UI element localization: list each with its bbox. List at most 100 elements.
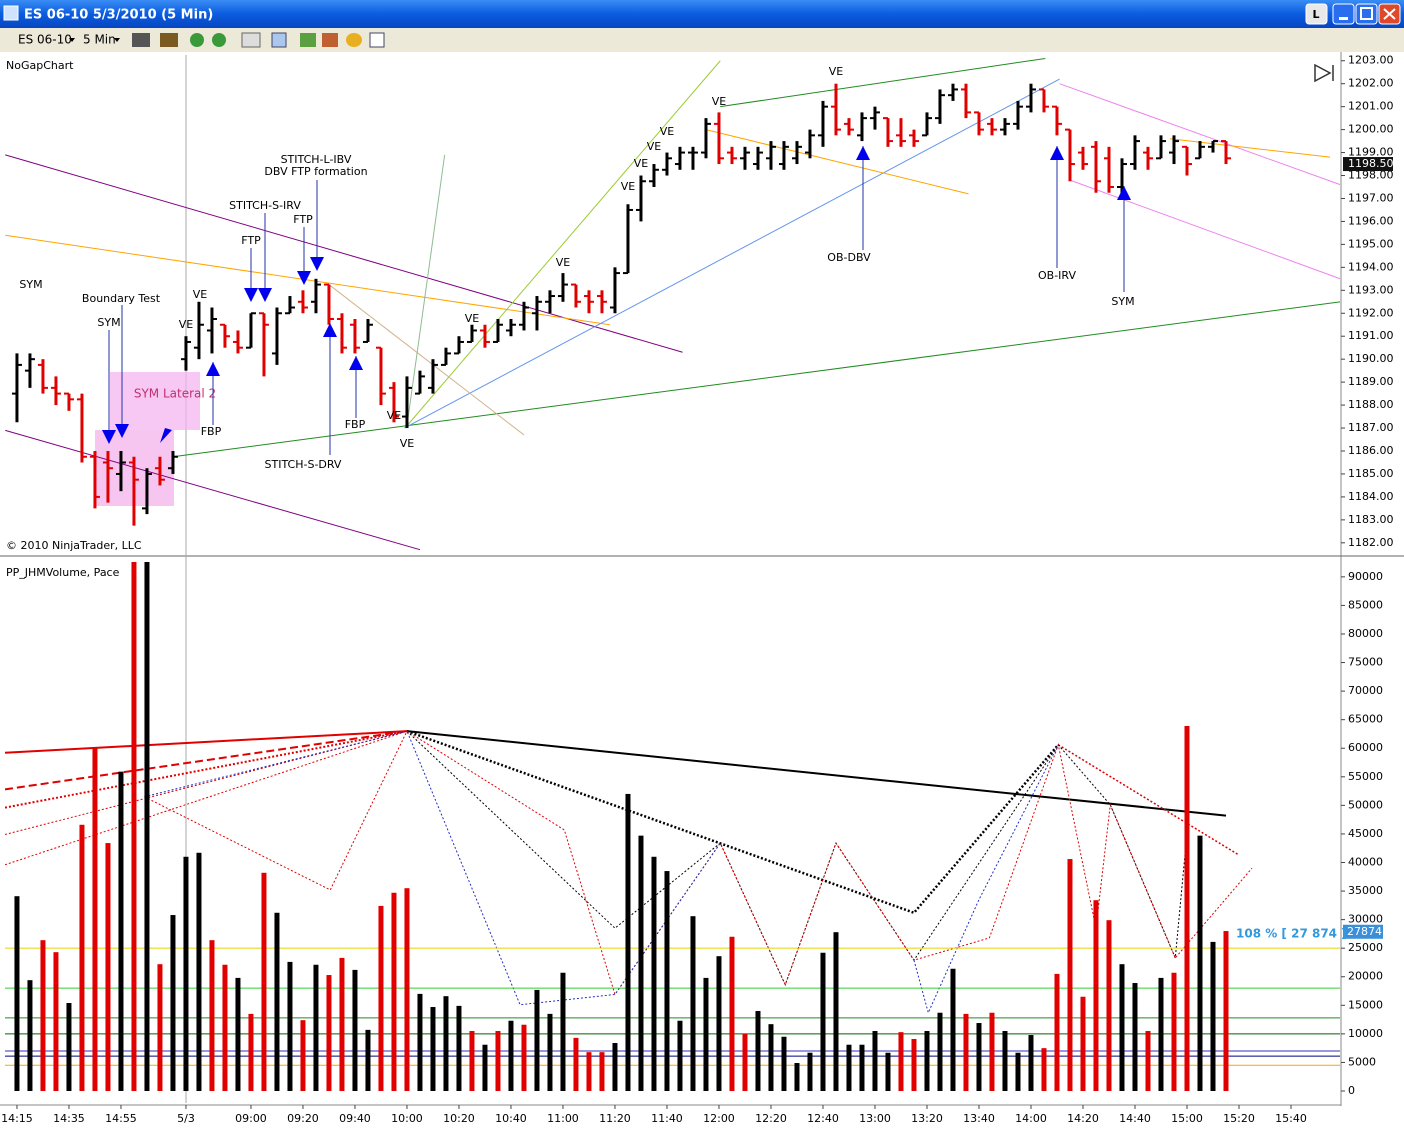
properties-button[interactable]: [271, 32, 287, 48]
x-tick-label: 11:00: [547, 1112, 579, 1125]
minimize-button[interactable]: [1332, 3, 1355, 25]
x-tick-label: 10:20: [443, 1112, 475, 1125]
annotation: VE: [621, 180, 636, 193]
volume-bar: [820, 952, 826, 1092]
y-tick-label: 1183.00: [1348, 513, 1394, 526]
annotation: SYM: [1111, 295, 1134, 308]
annotation: STITCH-S-DRV: [265, 458, 342, 471]
y-tick-label: 1187.00: [1348, 421, 1394, 434]
volume-bar: [599, 1052, 605, 1092]
zoom-out-button[interactable]: [212, 33, 226, 47]
bar-type-button[interactable]: [132, 33, 150, 47]
instrument-selector[interactable]: ES 06-10: [18, 33, 72, 47]
x-tick-label: 09:40: [339, 1112, 371, 1125]
arrow-up: [1117, 186, 1131, 200]
y-tick-label: 1202.00: [1348, 77, 1394, 90]
trend-line: [172, 301, 1340, 458]
arrow-down: [115, 424, 129, 438]
volume-bar: [664, 871, 670, 1092]
y-tick-label: 40000: [1348, 855, 1383, 868]
restore-button[interactable]: [1305, 3, 1328, 25]
cursor-button[interactable]: [241, 32, 261, 48]
trend-line: [144, 730, 1253, 996]
volume-bar: [430, 1007, 436, 1092]
volume-bar: [703, 977, 709, 1092]
draw-button[interactable]: [160, 33, 178, 47]
volume-bar: [261, 872, 267, 1092]
zoom-in-button[interactable]: [190, 33, 204, 47]
trend-line: [404, 78, 1060, 429]
annotation: STITCH-L-IBV: [281, 153, 352, 166]
x-tick-label: 5/3: [177, 1112, 195, 1125]
y-tick-label: 90000: [1348, 570, 1383, 583]
indicator-button[interactable]: [322, 33, 338, 47]
y-tick-label: 1195.00: [1348, 237, 1394, 250]
app-icon: [3, 5, 19, 21]
data-box-button[interactable]: [369, 32, 385, 48]
orders-button[interactable]: [346, 33, 362, 47]
volume-plot: [5, 562, 1340, 1092]
volume-bar: [313, 964, 319, 1092]
trend-line: [1170, 138, 1331, 158]
y-tick-label: 60000: [1348, 741, 1383, 754]
volume-bar: [898, 1032, 904, 1092]
volume-bar: [287, 961, 293, 1092]
x-tick-label: 11:20: [599, 1112, 631, 1125]
y-tick-label: 85000: [1348, 598, 1383, 611]
pace-label: 108 % [ 27 874 ]: [1236, 926, 1347, 940]
annotation: VE: [387, 409, 402, 422]
volume-bar: [1119, 964, 1125, 1092]
volume-bar: [495, 1031, 501, 1092]
annotation: SYM: [97, 316, 120, 329]
trend-line: [406, 60, 721, 427]
annotation: OB-DBV: [827, 251, 871, 264]
x-tick-label: 14:15: [1, 1112, 33, 1125]
volume-bar: [651, 856, 657, 1092]
annotation: VE: [660, 125, 675, 138]
arrow-up: [349, 356, 363, 370]
volume-bar: [547, 1013, 553, 1092]
volume-bar: [235, 977, 241, 1092]
restore-button-label[interactable]: L: [1312, 8, 1319, 21]
volume-bar: [53, 952, 59, 1092]
trend-line: [5, 154, 683, 353]
y-tick-label: 1201.00: [1348, 100, 1394, 113]
title-bar: [0, 0, 1404, 28]
volume-bar: [79, 824, 85, 1092]
volume-bar: [14, 896, 20, 1092]
volume-bar: [1067, 859, 1073, 1092]
volume-bar: [157, 964, 163, 1092]
volume-bar: [638, 835, 644, 1092]
y-tick-label: 25000: [1348, 941, 1383, 954]
minimize-icon: [1339, 17, 1348, 20]
close-icon: [1383, 8, 1396, 20]
y-tick-label: 1192.00: [1348, 306, 1394, 319]
x-tick-label: 14:00: [1015, 1112, 1047, 1125]
y-tick-label: 30000: [1348, 913, 1383, 926]
x-tick-label: 13:00: [859, 1112, 891, 1125]
volume-bar: [989, 1012, 995, 1092]
strategy-button[interactable]: [300, 33, 316, 47]
volume-bar: [911, 1039, 917, 1092]
volume-bar: [807, 1052, 813, 1092]
volume-bar: [352, 969, 358, 1092]
volume-bar: [170, 915, 176, 1092]
volume-bar: [391, 892, 397, 1092]
x-tick-label: 11:40: [651, 1112, 683, 1125]
volume-bar: [859, 1044, 865, 1092]
volume-bar: [131, 562, 137, 1092]
price-plot: [5, 57, 1340, 551]
toolbar: [0, 28, 1404, 52]
interval-selector[interactable]: 5 Min: [83, 33, 116, 47]
annotation: VE: [400, 437, 415, 450]
trend-line: [5, 730, 408, 754]
scroll-end-button[interactable]: [1314, 63, 1334, 83]
annotation: DBV FTP formation: [264, 165, 367, 178]
y-tick-label: 1188.00: [1348, 398, 1394, 411]
arrow-down: [258, 288, 272, 302]
volume-bar: [768, 1024, 774, 1092]
y-tick-label: 70000: [1348, 684, 1383, 697]
arrow-up: [323, 323, 337, 337]
volume-bar: [144, 562, 150, 1092]
y-tick-label: 1193.00: [1348, 283, 1394, 296]
